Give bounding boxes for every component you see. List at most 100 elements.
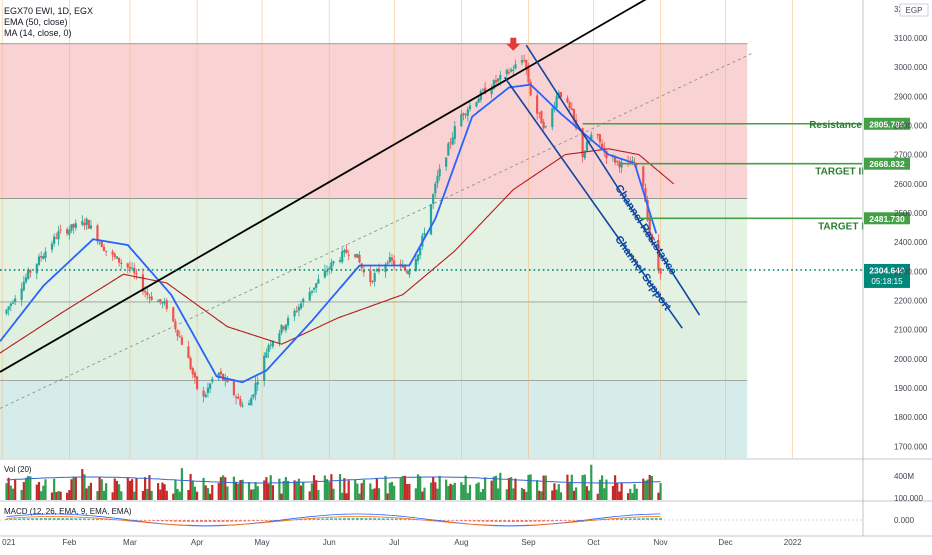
volume-bar-173 [527, 474, 530, 500]
macd-hist-112 [490, 520, 494, 522]
volume-bar-8 [27, 475, 30, 500]
candle-body-30 [96, 225, 99, 242]
volume-bar-45 [141, 490, 145, 500]
volume-bar-64 [195, 491, 199, 500]
candle-body-81 [250, 398, 253, 406]
y-tick-7: 2500.000 [894, 209, 928, 218]
candle-body-61 [189, 358, 192, 369]
macd-hist-59 [260, 520, 264, 521]
macd-hist-111 [485, 520, 489, 522]
volume-bar-41 [128, 480, 132, 500]
level-label-0: Resistance [809, 120, 862, 131]
volume-bar-65 [202, 477, 205, 500]
macd-hist-140 [611, 518, 615, 520]
candle-body-211 [644, 188, 647, 202]
candle-body-78 [239, 398, 242, 406]
candle-body-34 [105, 250, 108, 252]
volume-bar-84 [256, 486, 259, 500]
candle-body-46 [144, 290, 147, 293]
candle-body-74 [226, 378, 229, 383]
volume-bar-125 [384, 475, 387, 500]
volume-bar-117 [358, 493, 361, 500]
y-tick-5: 2700.000 [894, 151, 928, 160]
candle-body-176 [538, 112, 541, 114]
y-tick-10: 2200.000 [894, 296, 928, 305]
macd-hist-57 [252, 520, 255, 522]
volume-bar-211 [644, 480, 647, 500]
macd-hist-0 [5, 518, 8, 520]
volume-bar-50 [157, 483, 160, 500]
candle-body-3 [11, 302, 15, 304]
macd-hist-132 [576, 520, 580, 521]
volume-bar-128 [390, 481, 394, 500]
volume-bar-157 [479, 491, 482, 500]
volume-bar-104 [317, 489, 320, 500]
candle-body-105 [323, 270, 326, 278]
macd-legend[interactable]: MACD (12, 26, EMA, 9, EMA, EMA) [4, 507, 132, 516]
candle-body-50 [157, 300, 160, 302]
macd-hist-7 [35, 518, 39, 520]
volume-bar-151 [462, 484, 465, 500]
volume-bar-24 [74, 477, 77, 500]
candle-body-100 [308, 292, 311, 301]
candle-body-154 [468, 105, 472, 110]
volume-bar-44 [135, 478, 138, 500]
volume-bar-118 [360, 483, 363, 500]
candle-body-11 [37, 256, 41, 265]
macd-hist-84 [368, 518, 372, 520]
candle-body-68 [208, 383, 212, 389]
y-tick-4: 2800.000 [894, 121, 928, 130]
ma-legend[interactable]: MA (14, close, 0) [4, 28, 72, 38]
candle-body-210 [642, 166, 645, 187]
candle-body-86 [265, 352, 268, 358]
volume-bar-197 [601, 475, 604, 500]
candle-body-132 [403, 266, 407, 271]
volume-bar-49 [150, 490, 153, 500]
zone-2 [0, 301, 748, 381]
candle-body-159 [484, 87, 487, 94]
volume-bar-174 [529, 474, 532, 500]
volume-bar-188 [572, 490, 576, 500]
x-tick-4: May [255, 538, 270, 547]
current-price-text: 2304.640 [869, 265, 905, 275]
level-price-text-2: 2481.730 [869, 214, 905, 224]
time-axis: 021 Feb Mar Apr May Jun Jul Aug Sep Oct Nov Dec 2022 [0, 535, 932, 547]
currency-badge[interactable] [899, 3, 929, 17]
y-tick-2: 3000.000 [894, 63, 928, 72]
volume-bar-34 [105, 483, 108, 500]
macd-hist-10 [48, 518, 52, 520]
volume-bar-166 [507, 478, 511, 500]
candle-body-33 [102, 246, 106, 251]
candle-body-185 [566, 98, 569, 103]
volume-bar-154 [468, 484, 472, 500]
macd-hist-127 [555, 520, 559, 522]
volume-bar-85 [263, 480, 266, 500]
candle-body-39 [120, 262, 123, 264]
macd-hist-107 [468, 520, 472, 522]
candle-body-88 [269, 344, 272, 346]
macd-hist-54 [239, 520, 242, 522]
symbol-legend[interactable]: EGX70 EWI, 1D, EGX [4, 6, 93, 16]
volume-bar-167 [510, 477, 513, 500]
macd-hist-80 [351, 518, 355, 520]
candle-body-26 [83, 223, 86, 226]
candle-body-201 [613, 156, 617, 163]
volume-bar-190 [581, 475, 584, 500]
volume-bar-146 [447, 486, 450, 500]
volume-legend[interactable]: Vol (20) [4, 465, 32, 474]
ema-legend[interactable]: EMA (50, close) [4, 17, 68, 27]
candle-body-190 [581, 128, 584, 157]
level-price-badge-0 [864, 117, 910, 130]
macd-hist-15 [70, 518, 73, 520]
volume-bar-113 [345, 493, 348, 500]
candle-body-112 [343, 250, 346, 253]
candle-body-40 [126, 263, 129, 268]
volume-ma-line [6, 476, 661, 484]
macd-hist-116 [507, 520, 511, 522]
macd-hist-16 [74, 518, 78, 520]
candle-body-145 [445, 157, 448, 167]
volume-bar-124 [377, 488, 381, 500]
zone-3 [0, 380, 748, 458]
